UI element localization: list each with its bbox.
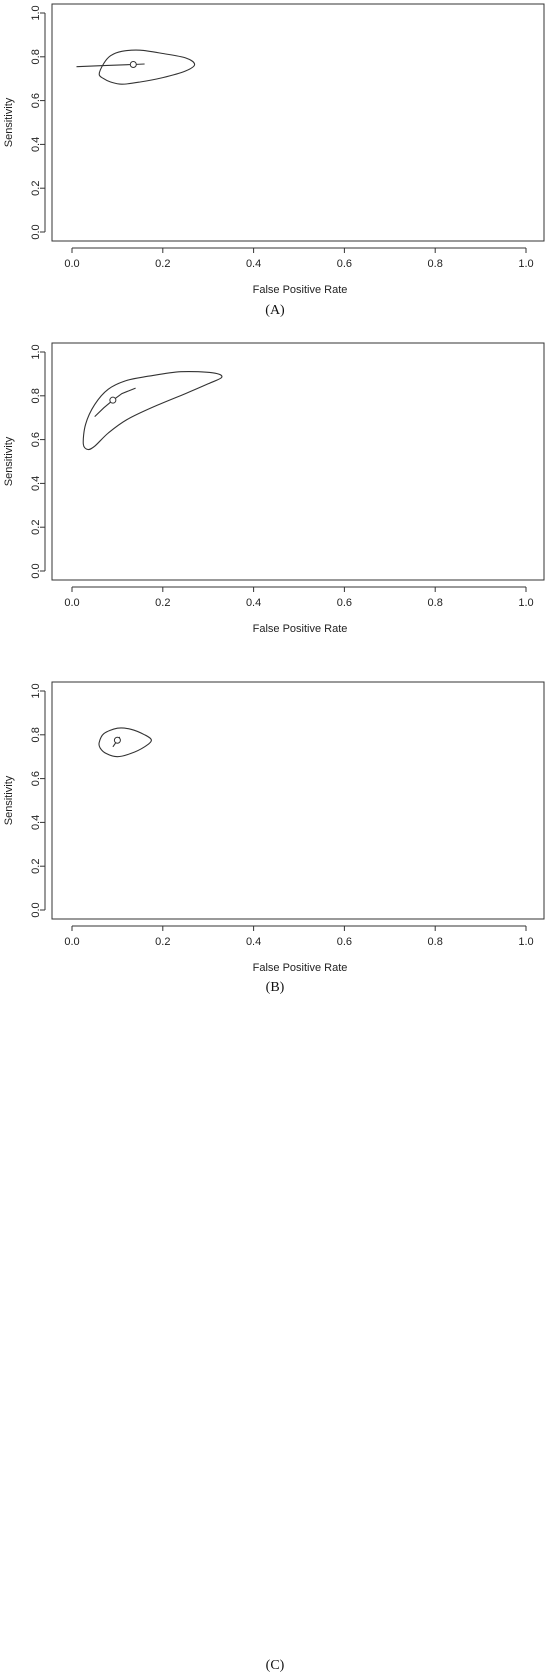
x-axis-label: False Positive Rate xyxy=(253,962,348,974)
x-tick-label: 0.8 xyxy=(428,597,443,609)
x-tick-label: 0.2 xyxy=(155,258,170,270)
x-axis-label: False Positive Rate xyxy=(253,284,348,296)
x-tick-label: 0.6 xyxy=(337,597,352,609)
y-axis-label: Sensitivity xyxy=(3,97,15,147)
y-tick-label: 0.4 xyxy=(30,815,42,830)
x-tick-label: 0.0 xyxy=(64,258,79,270)
x-tick-label: 1.0 xyxy=(518,258,533,270)
x-tick-label: 0.4 xyxy=(246,258,261,270)
x-tick-label: 0.2 xyxy=(155,597,170,609)
y-axis-label: Sensitivity xyxy=(3,436,15,486)
y-tick-label: 1.0 xyxy=(30,5,42,20)
y-tick-label: 0.2 xyxy=(30,181,42,196)
summary-point-c xyxy=(113,736,121,744)
chart-panel-a: 0.0 0.2 0.4 0.6 0.8 1.0 0.0 0.2 0.4 0.6 0.8 1.0 Fals… xyxy=(0,0,550,339)
summary-point-b xyxy=(109,396,117,404)
y-tick-label: 0.0 xyxy=(30,563,42,578)
chart-panel-c: 0.0 0.2 0.4 0.6 0.8 1.0 0.0 0.2 0.4 0.6 0.8 1.0 Fals… xyxy=(0,678,550,1673)
x-tick-label: 1.0 xyxy=(518,597,533,609)
y-tick-label: 0.8 xyxy=(30,388,42,403)
y-tick-label: 0.2 xyxy=(30,520,42,535)
y-axis-label: Sensitivity xyxy=(3,775,15,825)
plot-frame xyxy=(51,681,545,920)
y-tick-label: 0.8 xyxy=(30,49,42,64)
x-tick-label: 0.6 xyxy=(337,258,352,270)
x-axis-label: False Positive Rate xyxy=(253,623,348,635)
chart-a-plot: 0.0 0.2 0.4 0.6 0.8 1.0 0.0 0.2 0.4 0.6 0.8 1.0 Fals… xyxy=(3,3,545,296)
x-tick-label: 0.2 xyxy=(155,936,170,948)
x-tick-label: 1.0 xyxy=(518,936,533,948)
y-tick-label: 0.4 xyxy=(30,476,42,491)
y-tick-label: 1.0 xyxy=(30,344,42,359)
y-tick-label: 0.4 xyxy=(30,137,42,152)
confidence-region-b xyxy=(82,370,223,451)
x-tick-label: 0.8 xyxy=(428,258,443,270)
x-tick-label: 0.6 xyxy=(337,936,352,948)
y-tick-label: 0.6 xyxy=(30,432,42,447)
x-tick-label: 0.4 xyxy=(246,597,261,609)
plot-frame xyxy=(51,342,545,581)
x-tick-label: 0.0 xyxy=(64,936,79,948)
sroc-curve-a xyxy=(76,63,145,68)
chart-b-plot: 0.0 0.2 0.4 0.6 0.8 1.0 0.0 0.2 0.4 0.6 0.8 1.0 Fals… xyxy=(3,342,545,635)
chart-b-caption: (B) xyxy=(265,980,285,995)
chart-c-caption: (C) xyxy=(265,1658,285,1673)
chart-panel-b: 0.0 0.2 0.4 0.6 0.8 1.0 0.0 0.2 0.4 0.6 0.8 1.0 Fals… xyxy=(0,339,550,995)
summary-point-a xyxy=(129,60,137,68)
y-tick-label: 0.8 xyxy=(30,727,42,742)
y-tick-label: 0.0 xyxy=(30,902,42,917)
y-tick-label: 1.0 xyxy=(30,683,42,698)
y-tick-label: 0.6 xyxy=(30,771,42,786)
y-tick-label: 0.0 xyxy=(30,224,42,239)
y-tick-label: 0.2 xyxy=(30,859,42,874)
x-tick-label: 0.4 xyxy=(246,936,261,948)
x-tick-label: 0.8 xyxy=(428,936,443,948)
plot-frame xyxy=(51,3,545,242)
x-tick-label: 0.0 xyxy=(64,597,79,609)
y-tick-label: 0.6 xyxy=(30,93,42,108)
confidence-region-a xyxy=(98,49,196,85)
chart-a-caption: (A) xyxy=(265,303,285,318)
chart-c-plot: 0.0 0.2 0.4 0.6 0.8 1.0 0.0 0.2 0.4 0.6 0.8 1.0 Fals… xyxy=(3,681,545,974)
confidence-region-c xyxy=(98,727,152,758)
